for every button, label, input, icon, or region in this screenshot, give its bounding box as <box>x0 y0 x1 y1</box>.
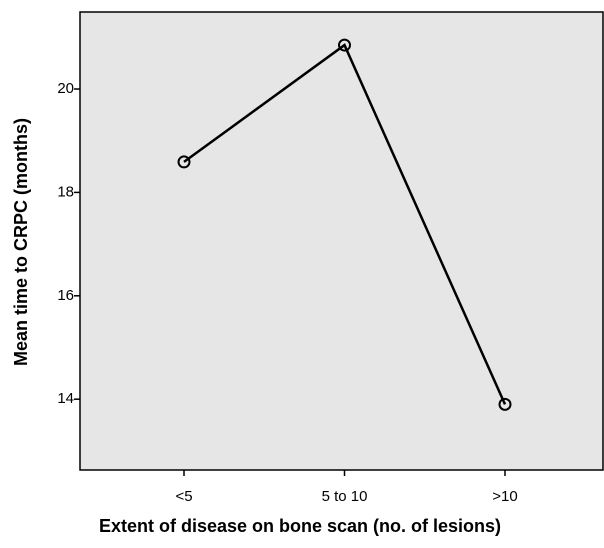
y-tick-label: 16 <box>57 287 74 304</box>
x-tick-label: 5 to 10 <box>322 488 368 505</box>
marker <box>338 38 351 52</box>
y-axis-title: Mean time to CRPC (months) <box>11 118 31 366</box>
x-axis-title: Extent of disease on bone scan (no. of l… <box>99 516 501 536</box>
plot-area <box>79 11 604 471</box>
marker <box>498 397 512 411</box>
y-tick-label: 20 <box>57 80 74 97</box>
x-tick-label: <5 <box>175 488 192 505</box>
line <box>183 43 507 405</box>
y-tick-label: 18 <box>57 183 74 200</box>
y-tick-label: 14 <box>57 390 74 407</box>
x-tick-label: >10 <box>492 488 517 505</box>
marker <box>177 155 191 169</box>
